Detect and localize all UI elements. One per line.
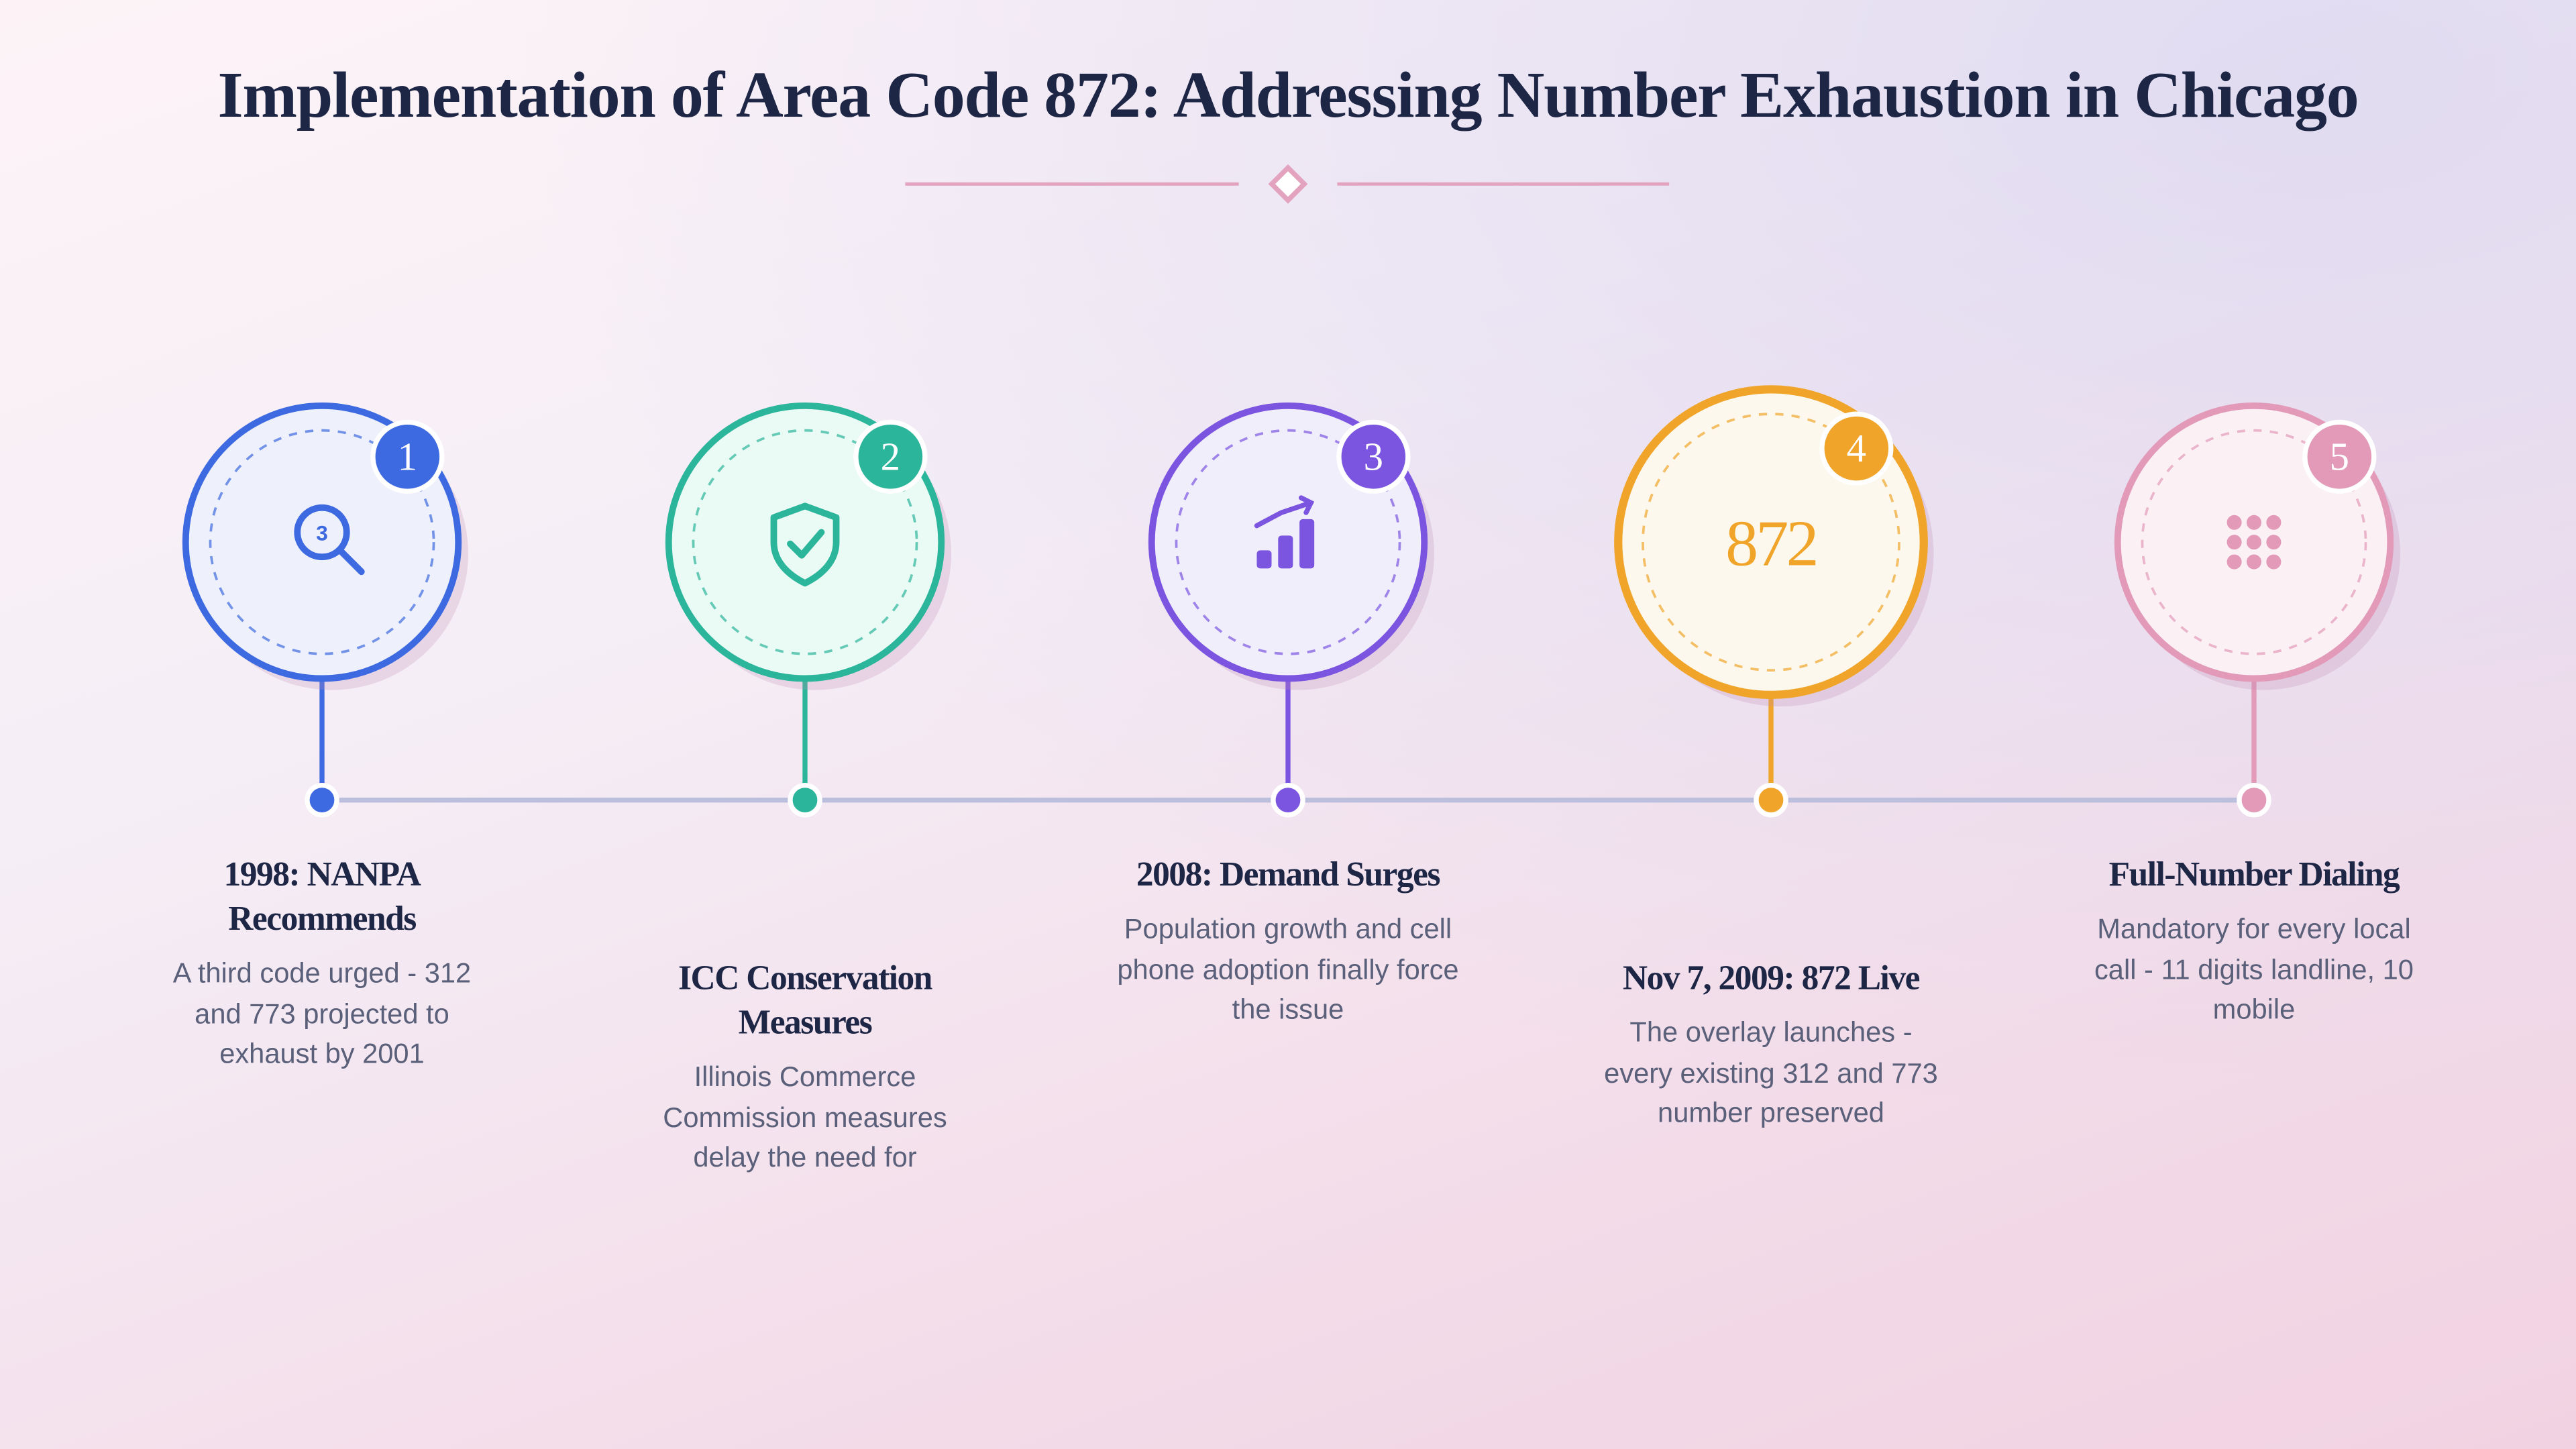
step-text: Nov 7, 2009: 872 Live The overlay launche… xyxy=(1604,956,1938,1134)
icon xyxy=(2246,554,2262,570)
step-ring xyxy=(209,429,435,655)
badge-number: 4 xyxy=(1847,427,1866,470)
title: Implementation of Area Code 872: Address… xyxy=(217,57,2359,131)
icon xyxy=(2226,535,2242,550)
step-ring xyxy=(692,429,918,655)
icon xyxy=(770,502,840,587)
step-text: Full-Number Dialing Mandatory for every l… xyxy=(2041,853,2468,1031)
badge xyxy=(2302,419,2377,494)
badge-number: 3 xyxy=(1364,435,1383,478)
step-icon xyxy=(1254,495,1315,569)
step-title: Full-Number Dialing xyxy=(2108,854,2400,894)
step-title: 1998: NANPA Recommends xyxy=(223,854,421,938)
step-icon xyxy=(770,502,840,587)
step-text: ICC Conservation Measures Illinois Commer… xyxy=(649,956,961,1179)
badge xyxy=(1336,419,1411,494)
icon xyxy=(2246,535,2262,550)
icon xyxy=(2266,535,2282,550)
badge-number: 2 xyxy=(881,435,900,478)
badge xyxy=(853,419,928,494)
icon xyxy=(1256,550,1272,569)
timeline-dot xyxy=(1271,782,1305,818)
icon xyxy=(2266,554,2282,570)
step-title: ICC Conservation Measures xyxy=(678,957,932,1042)
icon xyxy=(2266,515,2282,530)
badge xyxy=(370,419,445,494)
badge-number: 5 xyxy=(2330,435,2349,478)
step-ring xyxy=(1175,429,1401,655)
icon-label: 3 xyxy=(316,521,328,545)
divider-diamond xyxy=(1268,164,1308,204)
step-description: Mandatory for every local call - 11 digi… xyxy=(2094,913,2414,1026)
timeline-dot xyxy=(1754,782,1788,818)
step-text: 1998: NANPA Recommends A third code urged… xyxy=(166,853,478,1075)
step-icon: 872 xyxy=(1725,507,1819,580)
icon xyxy=(787,529,825,559)
step-ring xyxy=(2141,429,2367,655)
step-description: Illinois Commerce Commission measures de… xyxy=(663,1061,947,1173)
step-icon: 3 xyxy=(294,504,365,576)
icon xyxy=(1254,495,1315,529)
icon xyxy=(2226,554,2242,570)
timeline-dot xyxy=(305,782,339,818)
badge-number: 1 xyxy=(398,435,417,478)
icon xyxy=(1278,535,1293,569)
icon xyxy=(294,504,350,561)
step-description: The overlay launches - every existing 31… xyxy=(1604,1016,1938,1129)
step-icon xyxy=(2226,515,2282,570)
icon xyxy=(2226,515,2242,530)
step-title: 2008: Demand Surges xyxy=(1136,854,1441,894)
step-ring xyxy=(1642,413,1900,672)
icon-label: 872 xyxy=(1725,507,1817,580)
step-description: Population growth and cell phone adoptio… xyxy=(1117,913,1459,1026)
step-title: Nov 7, 2009: 872 Live xyxy=(1622,957,1920,998)
icon xyxy=(1299,519,1315,569)
timeline-dot xyxy=(2237,782,2271,818)
icon xyxy=(2246,515,2262,530)
badge xyxy=(1819,411,1894,486)
step-text: 2008: Demand Surges Population growth and… xyxy=(1075,853,1502,1031)
timeline-dot xyxy=(788,782,822,818)
icon xyxy=(337,547,365,576)
step-description: A third code urged - 312 and 773 project… xyxy=(172,957,472,1070)
